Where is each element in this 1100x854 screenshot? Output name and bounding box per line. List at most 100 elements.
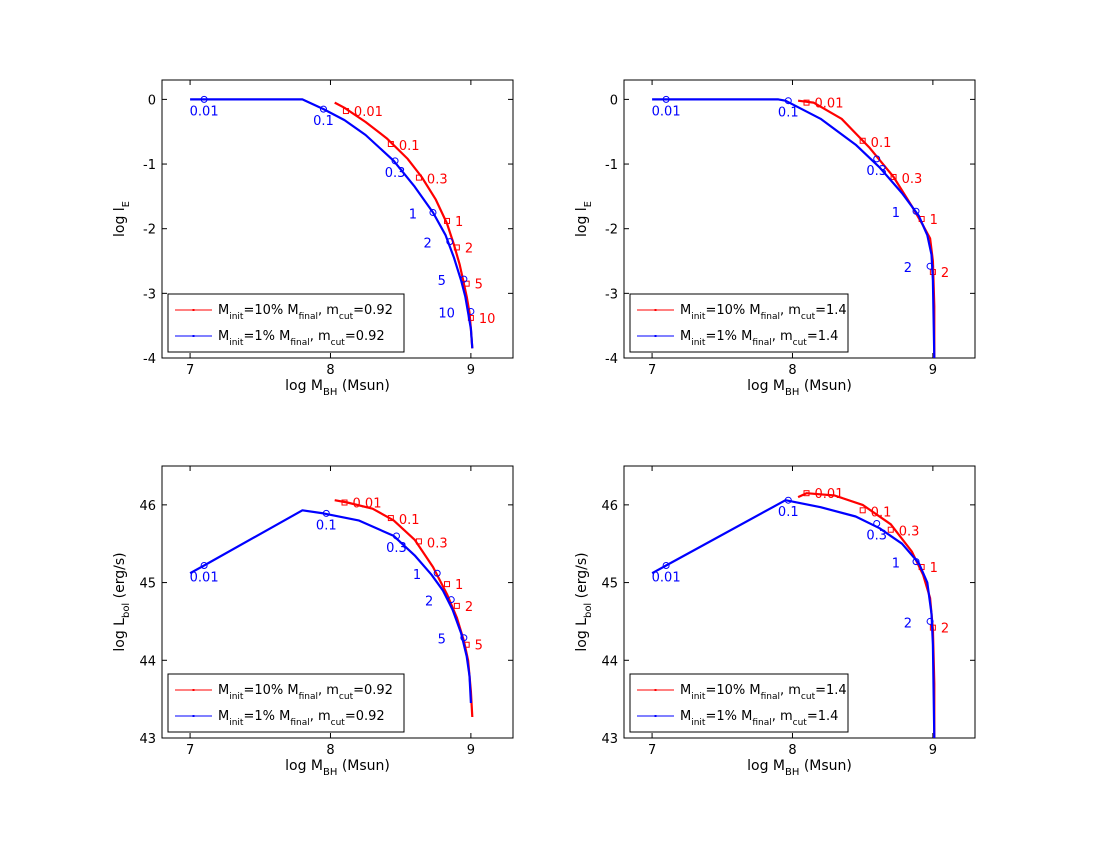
data-point [322, 509, 330, 517]
data-label: 1 [409, 208, 417, 223]
y-tick-label: -4 [605, 352, 618, 367]
y-axis-label: log Lbol (erg/s) [112, 552, 132, 651]
data-label: 0.1 [871, 505, 892, 520]
legend-marker [192, 335, 195, 337]
data-label: 10 [479, 312, 496, 327]
plot-area [652, 95, 936, 358]
y-tick-label: -1 [605, 158, 618, 173]
data-label: 2 [424, 237, 432, 252]
data-point [467, 307, 475, 315]
data-label: 0.3 [899, 525, 920, 540]
x-tick-label: 7 [648, 743, 656, 758]
y-tick-label: -2 [605, 223, 618, 238]
data-point [460, 634, 468, 642]
data-label: 0.1 [778, 505, 799, 520]
legend: Minit=10% Mfinal, mcut=1.4 Minit=1% Mfina… [629, 673, 849, 733]
legend-box [629, 293, 849, 353]
x-tick-label: 9 [929, 363, 937, 378]
data-label: 5 [438, 274, 446, 289]
x-tick-label: 7 [186, 743, 194, 758]
y-tick-label: -2 [143, 223, 156, 238]
data-point [784, 496, 792, 504]
data-point [200, 95, 208, 103]
data-point [803, 99, 810, 106]
axes-frame [161, 465, 514, 739]
data-point [662, 95, 670, 103]
y-tick-label: -1 [143, 158, 156, 173]
legend-label: Minit=1% Mfinal, mcut=1.4 [680, 709, 838, 728]
data-label: 0.01 [353, 497, 382, 512]
legend-marker [654, 715, 657, 717]
data-label: 1 [455, 578, 463, 593]
y-tick-label: 46 [139, 499, 156, 514]
data-label: 2 [465, 241, 473, 256]
data-point [926, 262, 934, 270]
data-point [873, 155, 881, 163]
panel-3: 7 8 9 43 44 45 46 log MBH (Msun) log Lbol (erg/s… [112, 465, 514, 778]
data-point [873, 520, 881, 528]
y-tick-label: 43 [601, 732, 618, 747]
x-tick-label: 8 [788, 743, 796, 758]
data-label: 0.3 [866, 529, 887, 544]
data-point [453, 244, 460, 251]
x-tick-label: 9 [929, 743, 937, 758]
x-tick-label: 7 [648, 363, 656, 378]
legend-box [167, 673, 405, 733]
data-label: 2 [904, 261, 912, 276]
data-point [784, 97, 792, 105]
data-point [859, 507, 866, 514]
y-tick-label: -3 [143, 287, 156, 302]
data-label: 5 [475, 639, 483, 654]
data-label: 0.3 [386, 541, 407, 556]
data-label: 0.3 [866, 164, 887, 179]
data-point [392, 532, 400, 540]
legend-box [629, 673, 849, 733]
plot-area [189, 499, 474, 718]
axes-frame [161, 79, 514, 359]
data-label: 1 [455, 215, 463, 230]
data-label: 0.1 [871, 136, 892, 151]
legend-label: Minit=10% Mfinal, mcut=0.92 [218, 303, 393, 322]
x-tick-label: 8 [326, 363, 334, 378]
x-axis-label: log MBH (Msun) [747, 378, 852, 398]
data-point [341, 499, 348, 506]
data-label: 0.1 [399, 139, 420, 154]
data-label: 0.3 [427, 536, 448, 551]
x-tick-label: 8 [788, 363, 796, 378]
data-label: 1 [892, 206, 900, 221]
data-point [460, 275, 468, 283]
data-point [319, 105, 327, 113]
data-point [387, 141, 394, 148]
data-label: 2 [941, 622, 949, 637]
data-point [926, 617, 934, 625]
legend-label: Minit=1% Mfinal, mcut=0.92 [218, 709, 385, 728]
data-point [444, 581, 451, 588]
x-axis-label: log MBH (Msun) [747, 758, 852, 778]
data-label: 2 [465, 600, 473, 615]
data-label: 10 [438, 306, 455, 321]
data-point [446, 238, 454, 246]
data-label: 0.1 [399, 513, 420, 528]
y-tick-label: 46 [601, 499, 618, 514]
data-point [887, 526, 894, 533]
plot-area [651, 490, 936, 738]
data-label: 1 [413, 568, 421, 583]
data-point [859, 137, 866, 144]
legend: Minit=10% Mfinal, mcut=1.4 Minit=1% Mfina… [629, 293, 849, 353]
legend-label: Minit=10% Mfinal, mcut=1.4 [680, 303, 847, 322]
legend: Minit=10% Mfinal, mcut=0.92 Minit=1% Mfin… [167, 673, 405, 733]
x-tick-label: 9 [467, 743, 475, 758]
data-point [391, 157, 399, 165]
data-label: 1 [930, 213, 938, 228]
y-tick-label: 45 [601, 577, 618, 592]
y-tick-label: 44 [601, 654, 618, 669]
data-label: 0.01 [652, 570, 681, 585]
data-point [912, 207, 920, 215]
data-label: 0.3 [385, 166, 406, 181]
y-tick-label: -4 [143, 352, 156, 367]
data-label: 0.01 [652, 104, 681, 119]
data-label: 0.01 [815, 97, 844, 112]
y-tick-label: 0 [148, 93, 156, 108]
